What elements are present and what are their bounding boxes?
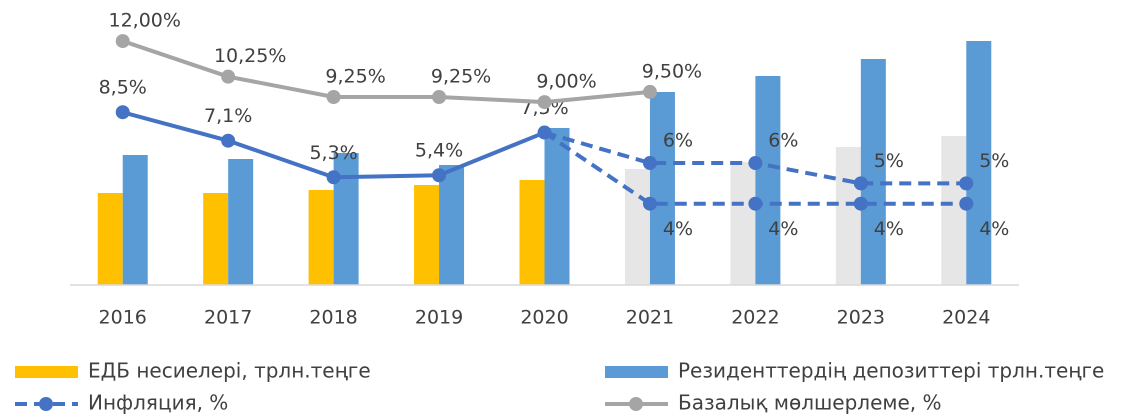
legend-swatch [15,366,78,378]
x-tick-label: 2018 [309,307,357,329]
marker [959,176,974,191]
data-label: 8,5% [99,77,147,99]
marker [959,196,974,211]
bar [755,76,781,285]
marker [853,176,868,191]
bar [941,136,967,285]
legend-marker [39,397,53,411]
marker [326,89,341,104]
marker [432,168,447,183]
data-label: 5,4% [415,140,463,162]
legend-label: Базалық мөлшерлеме, % [678,391,942,415]
x-tick-label: 2022 [731,307,779,329]
data-label: 9,50% [642,60,702,82]
data-label: 4% [663,218,693,240]
x-tick-label: 2016 [99,307,147,329]
legend-label: Резиденттердің депозиттері трлн.теңге [678,359,1104,383]
marker [221,133,236,148]
bar [308,190,334,285]
x-tick-label: 2021 [626,307,674,329]
bar [730,162,756,285]
data-label: 7,1% [204,105,252,127]
x-tick-label: 2024 [942,307,990,329]
bar [835,147,861,285]
x-tick-label: 2023 [837,307,885,329]
data-label: 12,00% [108,10,180,32]
bar [97,193,123,285]
x-tick-label: 2019 [415,307,463,329]
bar [122,155,148,285]
marker [432,89,447,104]
x-tick-label: 2017 [204,307,252,329]
marker [642,84,657,99]
bar [203,193,229,285]
legend-marker [629,397,643,411]
data-label: 6% [663,130,693,152]
marker [748,156,763,171]
legend-label: ЕДБ несиелері, трлн.теңге [88,359,371,383]
bar [966,41,992,285]
data-label: 9,25% [325,65,385,87]
marker [115,105,130,120]
data-label: 4% [768,218,798,240]
legend-label: Инфляция, % [88,391,228,415]
data-label: 5,3% [309,142,357,164]
data-label: 5% [979,150,1009,172]
bar [414,185,440,285]
data-label: 10,25% [214,45,286,67]
x-tick-label: 2020 [520,307,568,329]
bar [649,92,675,285]
marker [221,69,236,84]
bar [624,169,650,285]
data-label: 4% [874,218,904,240]
data-label: 9,25% [431,65,491,87]
data-label: 9,00% [536,71,596,93]
bar [228,159,254,285]
marker [642,156,657,171]
line [122,39,651,105]
bar [439,165,465,285]
bar [544,128,570,285]
legend-swatch [605,366,668,378]
marker [326,170,341,185]
bar [519,180,545,285]
data-label: 6% [768,130,798,152]
bar [860,59,886,285]
marker [748,196,763,211]
marker [853,196,868,211]
data-label: 4% [979,218,1009,240]
marker [115,34,130,49]
data-label: 5% [874,150,904,172]
marker [537,95,552,110]
marker [642,196,657,211]
